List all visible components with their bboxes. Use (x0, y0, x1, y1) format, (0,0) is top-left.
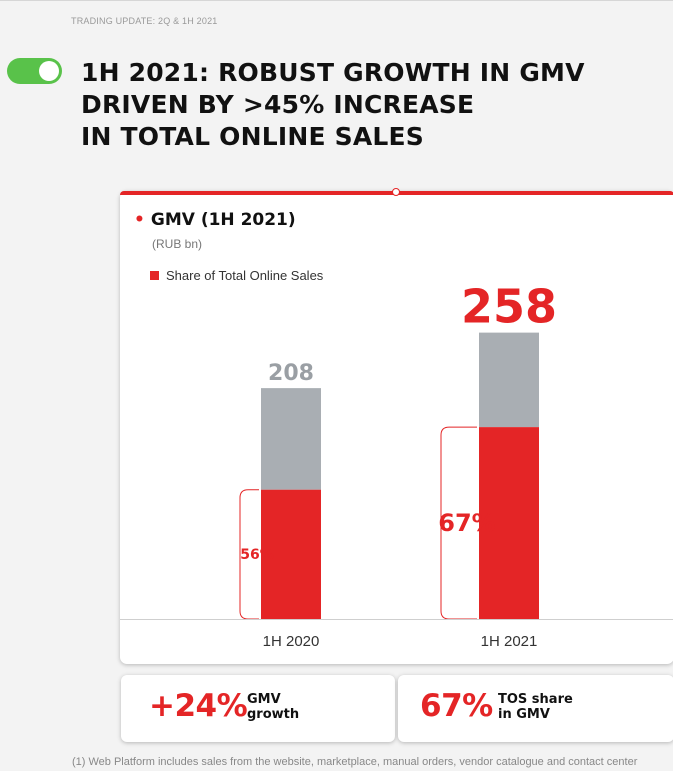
chart-card: • GMV (1H 2021) (RUB bn) Share of Total O… (120, 188, 673, 664)
bar-total-1 (479, 332, 539, 428)
title-line-3: IN TOTAL ONLINE SALES (81, 122, 425, 151)
bullet-icon: • (134, 210, 145, 230)
stat-tos-share-label: TOS share in GMV (498, 692, 588, 722)
chart-legend: Share of Total Online Sales (150, 268, 323, 283)
x-tick-label-1: 1H 2021 (481, 633, 538, 650)
gmv-bar-chart: 56% 208 1H 2020 67% 258 1H 2021 (239, 280, 557, 650)
stat-gmv-growth-label-2: growth (247, 707, 300, 722)
stat-gmv-growth-value: +24% (149, 688, 248, 724)
top-divider (0, 0, 673, 1)
page-title: 1H 2021: ROBUST GROWTH IN GMV DRIVEN BY … (81, 57, 585, 153)
stat-tos-share-value: 67% (420, 688, 493, 724)
total-label-0: 208 (268, 361, 314, 386)
stat-gmv-growth-label: GMV growth (247, 692, 337, 722)
share-label-1: 67% (438, 509, 495, 537)
stat-tos-share-label-2: in GMV (498, 707, 550, 722)
toggle-switch-on-icon[interactable] (7, 58, 62, 84)
legend-swatch (150, 271, 159, 280)
chart-baseline (120, 619, 673, 620)
x-tick-label-0: 1H 2020 (263, 633, 320, 650)
stat-tos-share-label-1: TOS share (498, 692, 573, 707)
stat-tos-share: 67% TOS share in GMV (398, 675, 673, 742)
title-line-2: DRIVEN BY >45% INCREASE (81, 90, 475, 119)
share-bracket-1 (440, 426, 477, 620)
title-line-1: 1H 2021: ROBUST GROWTH IN GMV (81, 58, 585, 87)
bar-total-0 (261, 388, 321, 490)
chart-title: • GMV (1H 2021) (134, 210, 296, 230)
legend-label: Share of Total Online Sales (166, 268, 324, 283)
share-label-0: 56% (240, 547, 274, 563)
share-bracket-0 (239, 489, 259, 620)
chart-title-text: GMV (1H 2021) (150, 210, 296, 230)
toggle-knob (39, 61, 59, 81)
total-label-1: 258 (461, 280, 557, 334)
chart-unit: (RUB bn) (152, 237, 203, 251)
stat-gmv-growth: +24% GMV growth (121, 675, 395, 742)
bar-online-share-1 (479, 427, 539, 619)
card-accent-dot (392, 188, 400, 196)
bar-online-share-0 (261, 489, 321, 619)
footnote: (1) Web Platform includes sales from the… (72, 756, 638, 768)
section-label: TRADING UPDATE: 2Q & 1H 2021 (71, 16, 218, 26)
stat-gmv-growth-label-1: GMV (247, 692, 281, 707)
